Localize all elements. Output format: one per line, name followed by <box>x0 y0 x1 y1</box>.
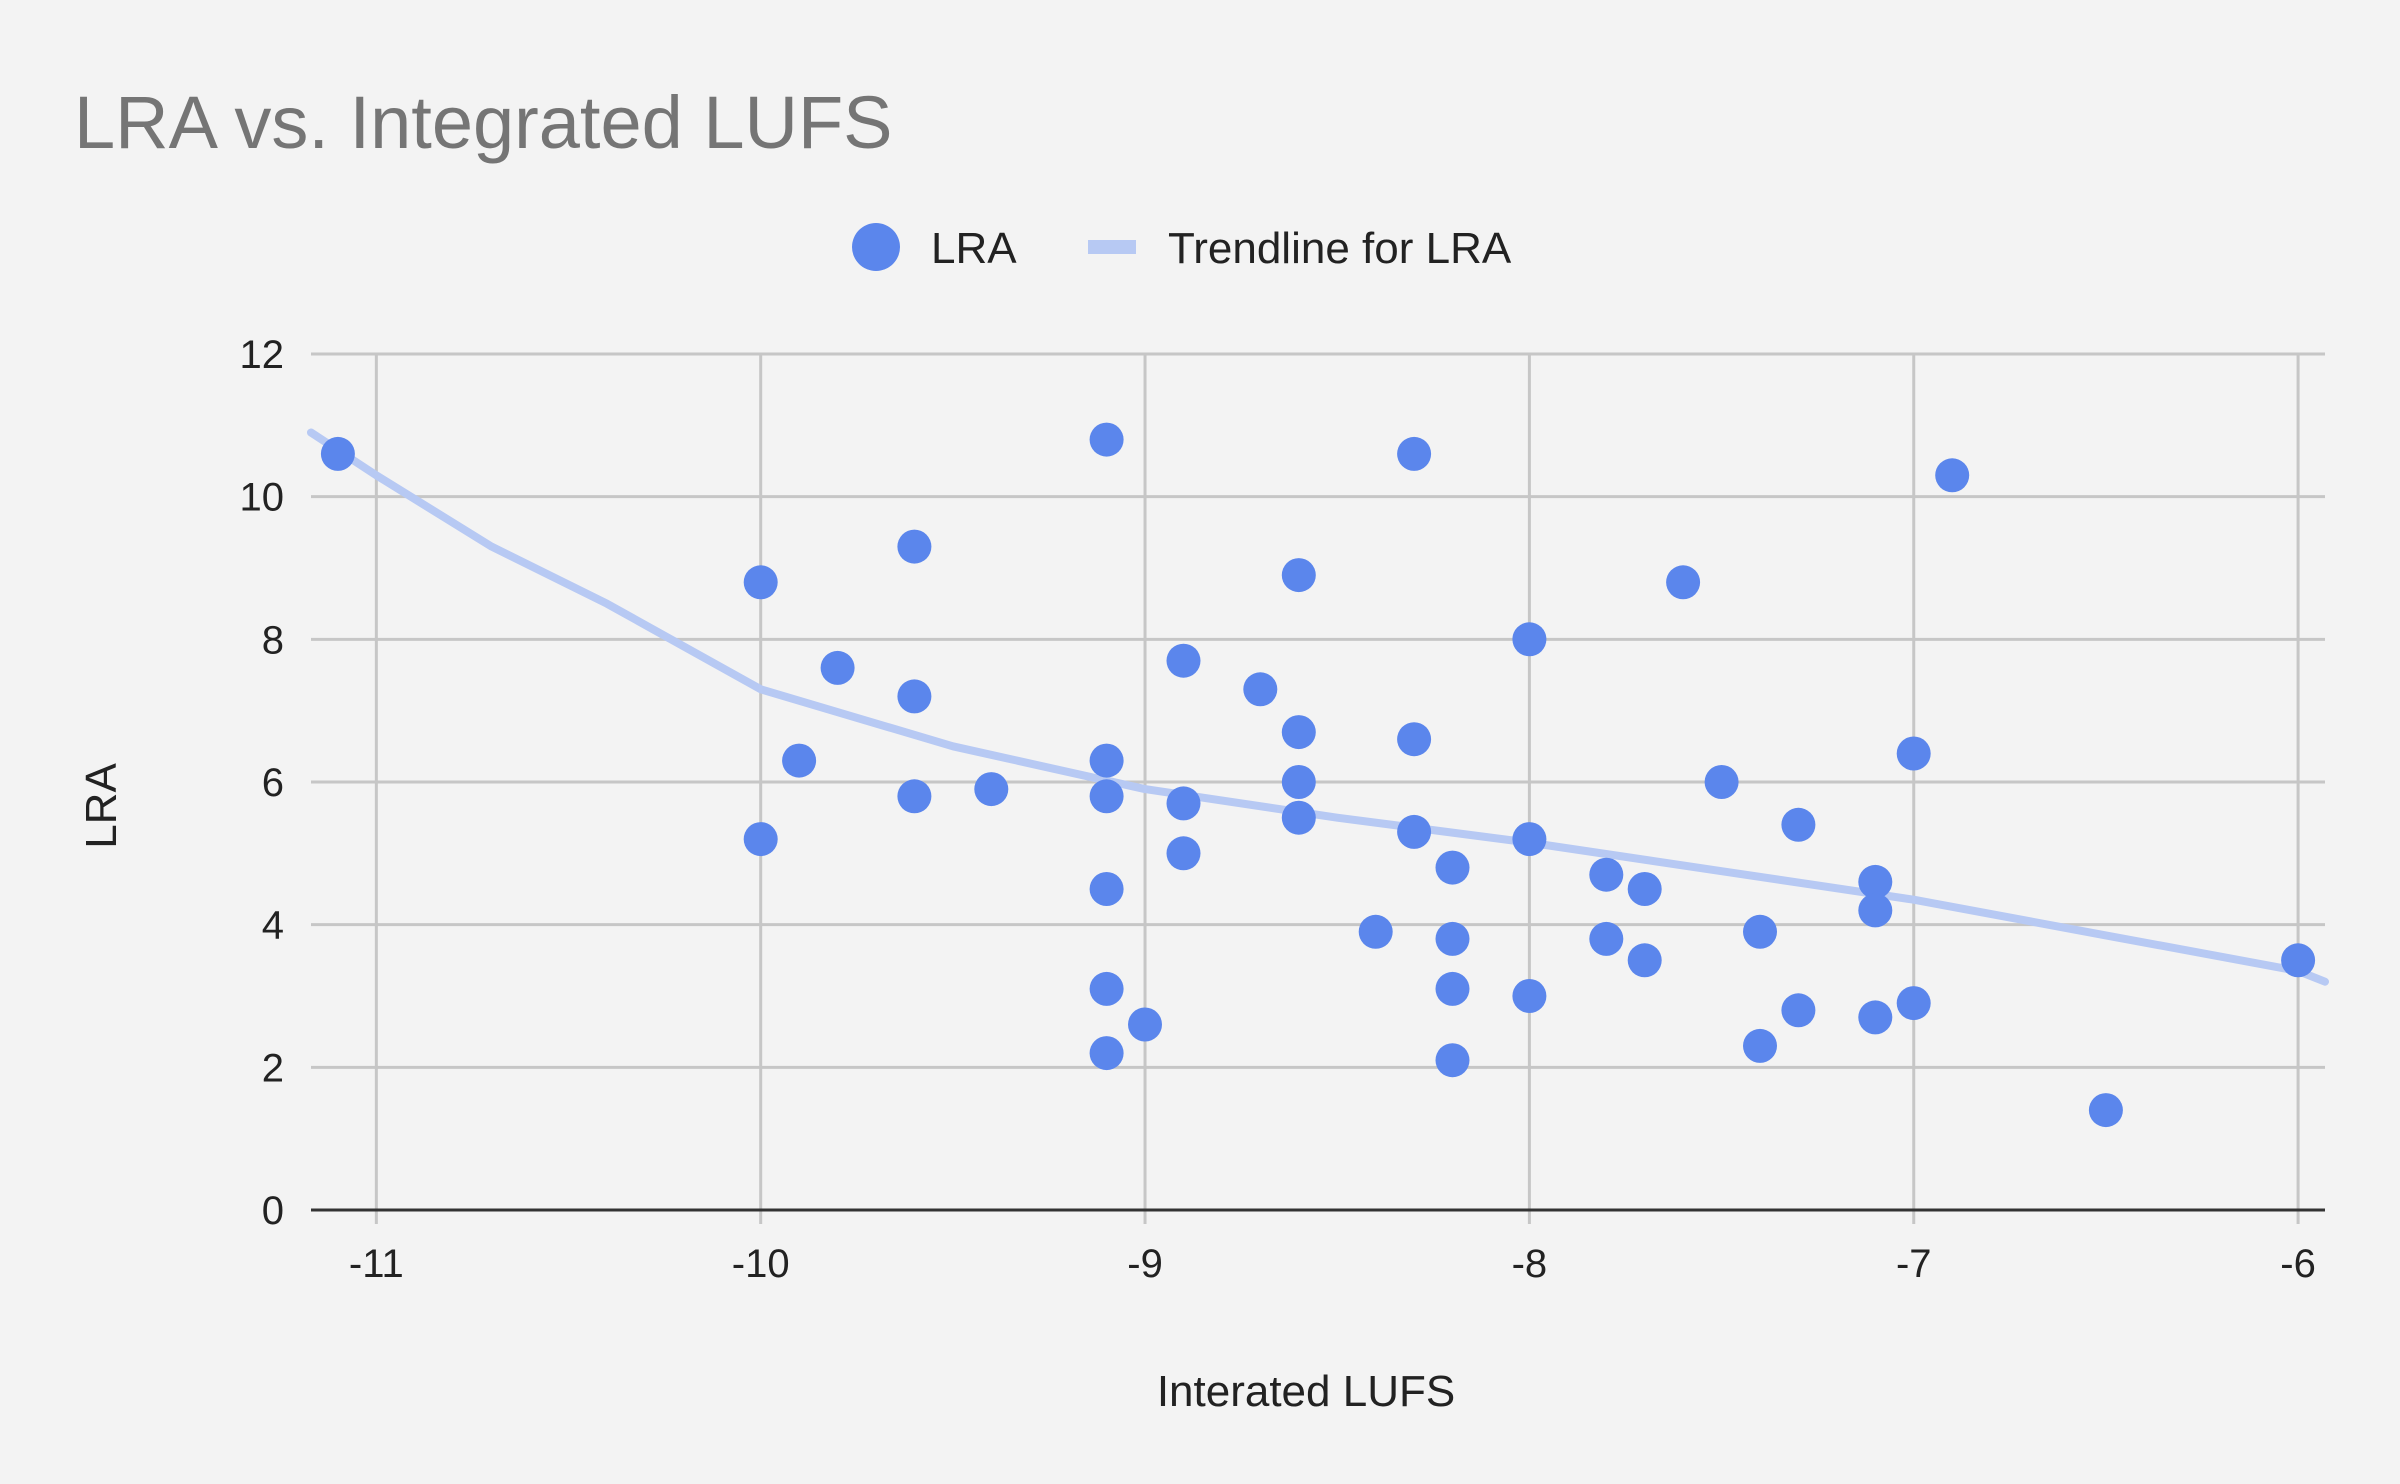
x-tick-label: -11 <box>349 1242 404 1286</box>
data-point <box>1166 836 1201 871</box>
data-point <box>1435 850 1470 885</box>
data-point <box>1281 715 1316 750</box>
y-tick-label: 12 <box>240 333 285 377</box>
data-point <box>1435 1043 1470 1078</box>
x-tick-label: -7 <box>1896 1242 1932 1286</box>
y-axis-label: LRA <box>77 763 126 849</box>
data-point <box>1435 921 1470 956</box>
y-tick-label: 2 <box>262 1046 284 1090</box>
data-point <box>1166 786 1201 821</box>
data-point <box>1089 1036 1124 1071</box>
y-tick-label: 4 <box>262 904 284 948</box>
data-point <box>1089 872 1124 906</box>
data-point <box>1781 993 1816 1028</box>
trendline-path <box>307 428 2329 986</box>
data-point <box>1512 822 1547 857</box>
data-point <box>743 565 778 600</box>
data-point <box>2281 943 2316 978</box>
data-point <box>1666 565 1701 600</box>
y-tick-label: 10 <box>240 476 285 520</box>
data-point <box>1512 979 1547 1013</box>
chart-title: LRA vs. Integrated LUFS <box>74 81 893 164</box>
data-point <box>1896 986 1931 1021</box>
data-point <box>1281 800 1316 835</box>
x-tick-label: -8 <box>1512 1242 1548 1286</box>
trendline <box>307 428 2329 986</box>
data-point <box>320 436 355 471</box>
legend-marker-trendline <box>1088 240 1136 254</box>
data-point <box>1858 864 1893 899</box>
legend-label-lra: LRA <box>931 224 1017 273</box>
x-axis-label: Interated LUFS <box>1157 1367 1455 1416</box>
data-point <box>1243 672 1278 707</box>
legend: LRA Trendline for LRA <box>852 223 1512 273</box>
data-point <box>974 772 1009 807</box>
data-point <box>1781 807 1816 842</box>
data-point <box>1858 1000 1893 1035</box>
data-point <box>1896 736 1931 771</box>
data-point <box>1089 779 1124 814</box>
data-point <box>1128 1007 1162 1042</box>
y-tick-label: 0 <box>262 1189 284 1233</box>
x-tick-label: -10 <box>732 1242 790 1286</box>
data-point <box>1281 765 1316 799</box>
data-point <box>1358 914 1393 949</box>
data-point <box>1743 914 1777 949</box>
x-tick-label: -9 <box>1127 1242 1163 1286</box>
data-point <box>1858 893 1893 928</box>
legend-label-trendline: Trendline for LRA <box>1168 224 1512 273</box>
data-point <box>897 679 932 714</box>
data-point <box>1166 643 1201 678</box>
y-tick-label: 8 <box>262 618 284 662</box>
data-point <box>1627 943 1662 978</box>
data-point <box>1743 1028 1777 1063</box>
data-point <box>1627 872 1662 906</box>
data-point <box>897 779 932 814</box>
gridlines <box>311 352 2325 1224</box>
data-point <box>1935 458 1970 493</box>
data-point <box>1397 436 1432 471</box>
data-points <box>320 422 2316 1128</box>
data-point <box>1397 722 1432 757</box>
data-point <box>1089 743 1124 778</box>
data-point <box>1089 422 1124 457</box>
data-point <box>1589 921 1624 956</box>
y-tick-label: 6 <box>262 761 284 805</box>
data-point <box>1281 558 1316 593</box>
data-point <box>1397 814 1432 849</box>
data-point <box>1589 857 1624 892</box>
legend-marker-lra <box>852 223 900 271</box>
data-point <box>820 650 855 685</box>
data-point <box>897 529 932 564</box>
x-tick-label: -6 <box>2280 1242 2316 1286</box>
data-point <box>743 822 778 857</box>
data-point <box>1435 971 1470 1006</box>
data-point <box>782 743 817 778</box>
data-point <box>1704 765 1739 799</box>
data-point <box>1512 622 1547 657</box>
tick-labels: 0 2 4 6 8 10 12 -11 -10 -9 -8 -7 -6 <box>240 333 2316 1286</box>
data-point <box>1089 971 1124 1006</box>
data-point <box>2088 1093 2123 1128</box>
